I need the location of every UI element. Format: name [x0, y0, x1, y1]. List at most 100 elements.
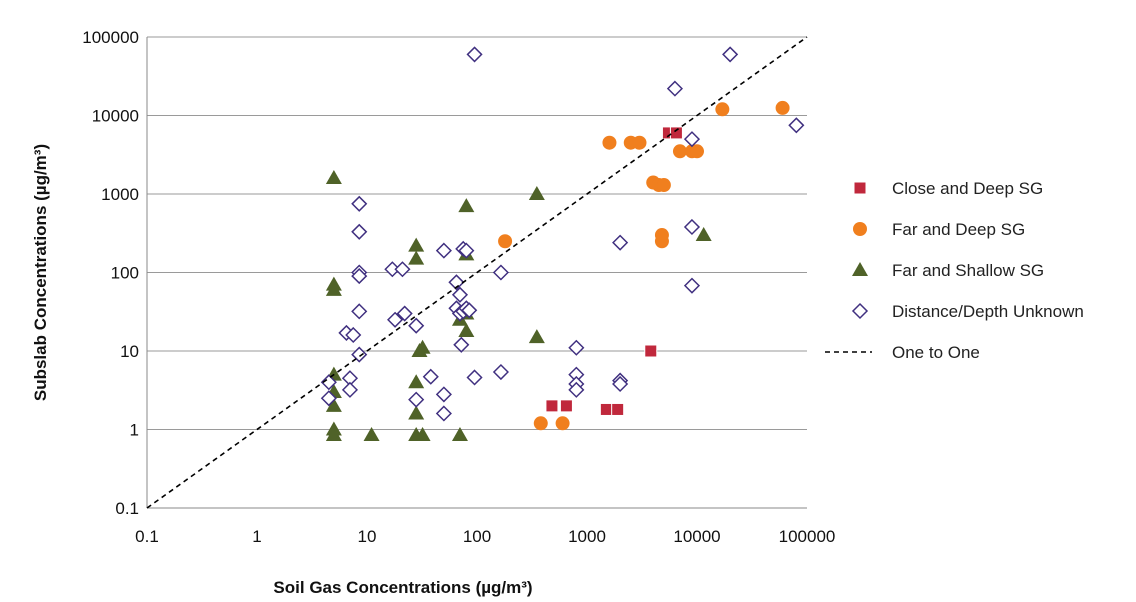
- data-point: [453, 336, 470, 353]
- data-point: [669, 126, 683, 140]
- y-tick-label: 10: [120, 342, 139, 361]
- data-point: [458, 322, 475, 337]
- data-point: [528, 186, 545, 200]
- gridlines: [147, 36, 807, 430]
- one-to-one-line: [146, 36, 808, 509]
- data-point: [414, 427, 431, 442]
- y-tick-label: 0.1: [115, 499, 139, 518]
- data-point: [408, 237, 425, 252]
- data-point: [775, 100, 790, 115]
- data-point: [498, 234, 513, 249]
- legend-item: Far and Shallow SG: [852, 261, 1044, 280]
- data-point: [363, 427, 380, 442]
- data-point: [611, 402, 625, 416]
- legend-item: Far and Deep SG: [853, 220, 1025, 239]
- data-point: [411, 343, 428, 357]
- data-point: [683, 218, 701, 236]
- data-point: [320, 374, 337, 391]
- data-points: [146, 36, 808, 509]
- data-point: [435, 386, 452, 403]
- legend-item: Distance/Depth Unknown: [851, 302, 1084, 321]
- data-point: [722, 46, 739, 63]
- legend-label: Close and Deep SG: [892, 179, 1043, 198]
- data-point: [466, 46, 483, 63]
- x-tick-label: 10000: [673, 527, 720, 546]
- legend-label: Far and Shallow SG: [892, 261, 1044, 280]
- legend-label: Distance/Depth Unknown: [892, 302, 1084, 321]
- data-point: [666, 80, 683, 97]
- data-point: [612, 375, 629, 393]
- y-tick-label: 10000: [92, 107, 139, 126]
- data-point: [458, 198, 475, 213]
- data-point: [422, 368, 439, 385]
- data-point: [325, 169, 342, 184]
- x-tick-label: 1: [252, 527, 261, 546]
- data-point: [394, 261, 411, 278]
- x-tick-label: 100: [463, 527, 491, 546]
- x-tick-label: 10: [358, 527, 377, 546]
- data-point: [644, 344, 658, 358]
- x-tick-label: 1000: [568, 527, 606, 546]
- data-point: [599, 402, 613, 416]
- data-point: [451, 427, 468, 442]
- data-point: [435, 405, 452, 422]
- y-tick-label: 100: [111, 264, 139, 283]
- legend-marker-icon: [853, 181, 867, 195]
- legend-marker-icon: [851, 302, 869, 320]
- data-point: [632, 135, 647, 150]
- data-point: [351, 303, 368, 320]
- legend-label: One to One: [892, 343, 980, 362]
- data-point: [466, 369, 483, 386]
- data-point: [788, 117, 805, 134]
- data-point: [341, 381, 359, 398]
- data-point: [325, 427, 342, 442]
- data-point: [568, 339, 585, 356]
- data-point: [695, 227, 712, 242]
- y-tick-label: 1000: [101, 185, 139, 204]
- data-point: [320, 390, 337, 407]
- data-point: [672, 144, 687, 159]
- data-point: [351, 268, 368, 285]
- data-point: [568, 381, 585, 398]
- data-point: [448, 274, 465, 291]
- data-point: [545, 399, 559, 413]
- data-point: [435, 242, 452, 259]
- data-point: [602, 135, 617, 150]
- data-point: [408, 374, 425, 389]
- legend: Close and Deep SG Far and Deep SG Far and …: [825, 179, 1084, 362]
- data-point: [345, 326, 362, 344]
- data-point: [654, 234, 669, 249]
- tick-labels: 0.1 1 10 100 1000 10000 100000 0.1 1 10 100 1000 100…: [82, 28, 835, 546]
- y-tick-label: 1: [130, 421, 139, 440]
- legend-label: Far and Deep SG: [892, 220, 1025, 239]
- y-tick-label: 100000: [82, 28, 139, 47]
- legend-marker-icon: [852, 262, 868, 276]
- x-tick-label: 100000: [779, 527, 836, 546]
- axes: [146, 37, 807, 509]
- x-axis-title: Soil Gas Concentrations (µg/m³): [273, 578, 532, 597]
- data-point: [325, 397, 342, 412]
- legend-item: One to One: [825, 343, 980, 362]
- data-point: [408, 250, 425, 265]
- data-point: [351, 195, 368, 212]
- data-point: [408, 405, 425, 420]
- data-point: [387, 311, 404, 328]
- data-point: [325, 276, 342, 291]
- data-point: [715, 102, 730, 117]
- y-axis-title: Subslab Concentrations (µg/m³): [31, 144, 50, 401]
- data-point: [492, 363, 509, 381]
- legend-item: Close and Deep SG: [853, 179, 1043, 198]
- data-point: [683, 131, 701, 148]
- x-tick-label: 0.1: [135, 527, 159, 546]
- data-point: [656, 178, 671, 193]
- data-point: [533, 416, 548, 431]
- data-point: [690, 144, 704, 159]
- data-point: [351, 223, 368, 240]
- data-point: [458, 242, 475, 259]
- data-point: [555, 416, 570, 431]
- data-point: [396, 305, 413, 322]
- data-point: [451, 286, 469, 303]
- data-point: [528, 329, 545, 344]
- legend-marker-icon: [853, 222, 867, 236]
